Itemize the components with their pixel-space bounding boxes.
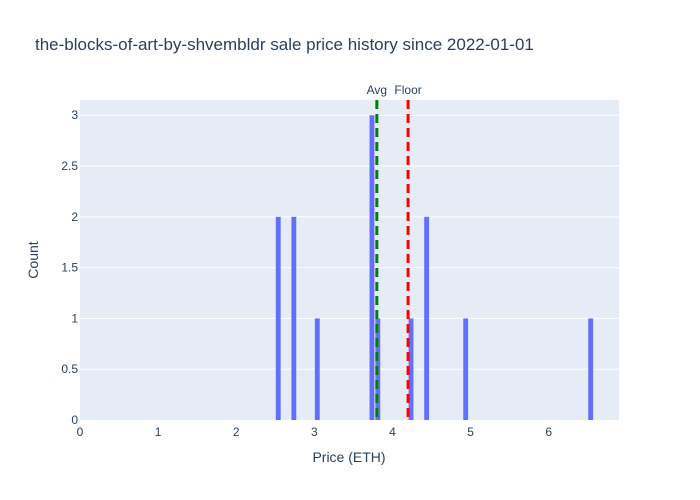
y-tick-label: 0 — [71, 413, 78, 427]
x-tick-label: 4 — [389, 425, 396, 439]
x-tick-label: 2 — [233, 425, 240, 439]
histogram-bar — [314, 318, 320, 420]
x-tick-label: 0 — [77, 425, 84, 439]
floor-label: Floor — [394, 83, 421, 97]
histogram-bar — [369, 115, 375, 420]
y-tick-label: 0.5 — [61, 362, 78, 376]
y-tick-label: 2.5 — [61, 159, 78, 173]
histogram-bar — [588, 318, 594, 420]
x-tick-label: 6 — [545, 425, 552, 439]
x-axis-title: Price (ETH) — [312, 449, 385, 465]
histogram-bar — [424, 216, 430, 420]
histogram-bar — [463, 318, 469, 420]
histogram-bar — [275, 216, 281, 420]
chart-title: the-blocks-of-art-by-shvembldr sale pric… — [35, 35, 534, 54]
reference-lines: Avg Floor — [367, 83, 422, 420]
x-tick-label: 1 — [155, 425, 162, 439]
y-axis-ticks: 0 0.5 1 1.5 2 2.5 3 — [61, 108, 78, 427]
histogram-bar — [291, 216, 297, 420]
y-tick-label: 2 — [71, 210, 78, 224]
grid-lines — [80, 114, 619, 370]
y-tick-label: 3 — [71, 108, 78, 122]
y-tick-label: 1 — [71, 311, 78, 325]
histogram-bar — [408, 318, 414, 420]
y-axis-title: Count — [25, 241, 41, 278]
plot-area — [80, 100, 619, 420]
avg-label: Avg — [367, 83, 387, 97]
x-axis-ticks: 0 1 2 3 4 5 6 — [77, 425, 553, 439]
x-tick-label: 5 — [467, 425, 474, 439]
y-tick-label: 1.5 — [61, 261, 78, 275]
x-tick-label: 3 — [311, 425, 318, 439]
